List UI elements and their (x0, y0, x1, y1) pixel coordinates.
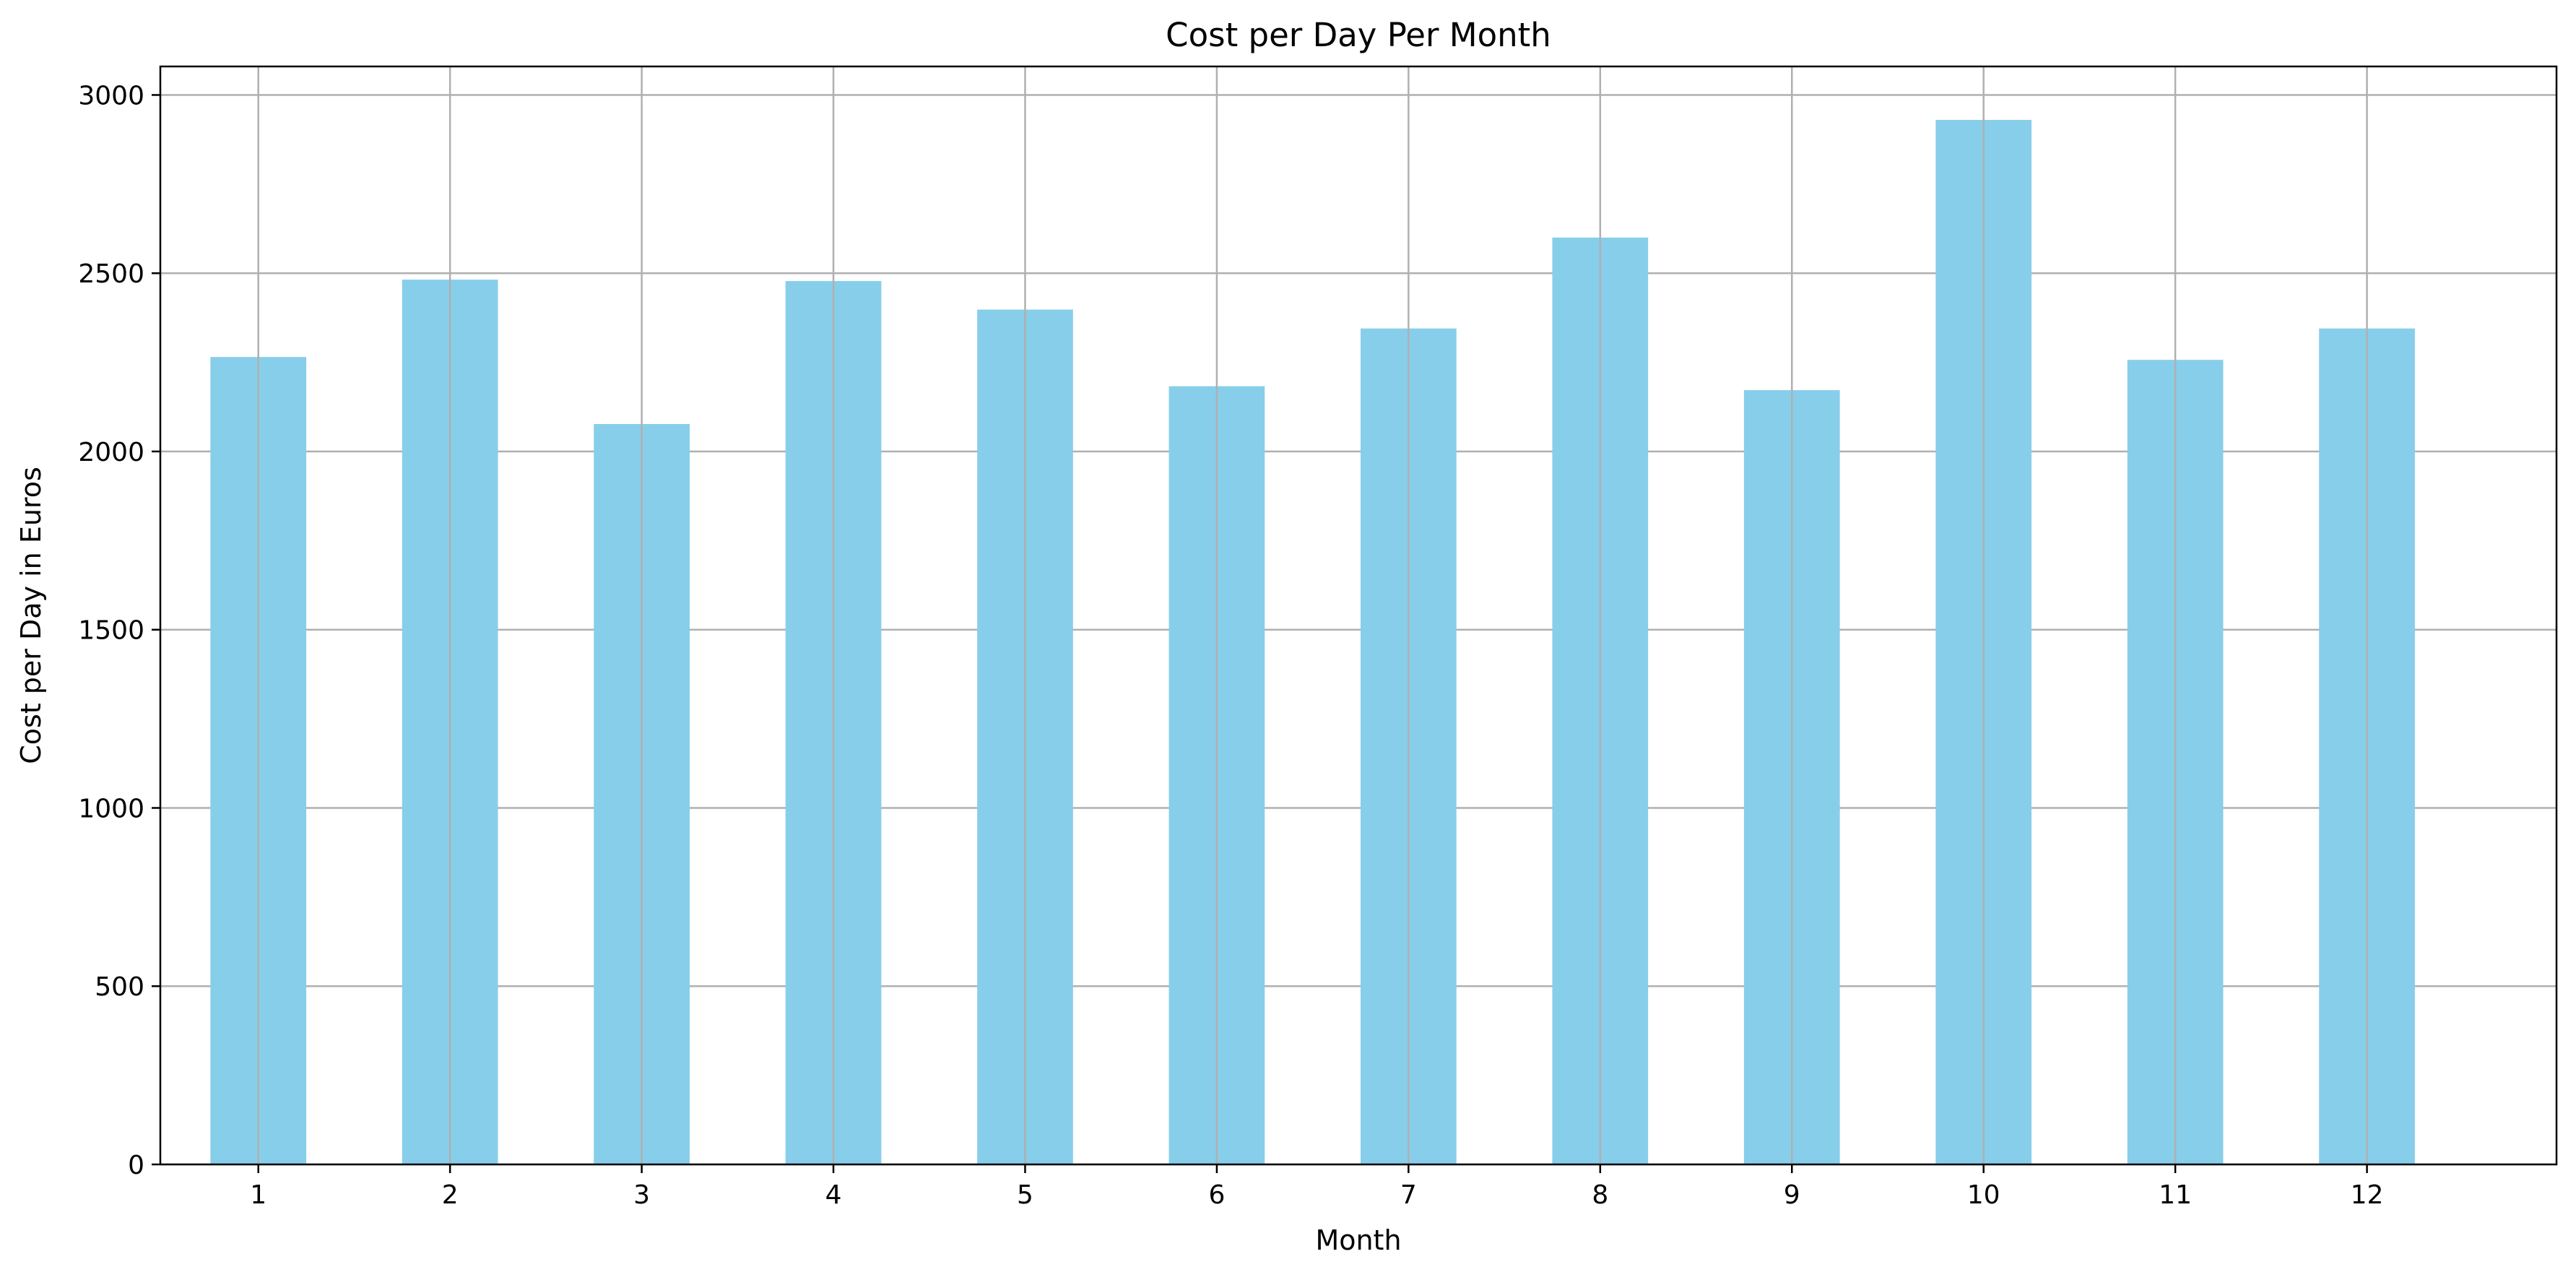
x-tick-label: 9 (1784, 1180, 1800, 1210)
y-ticks-layer: 0 500 1000 1500 2000 2500 3000 (78, 81, 160, 1180)
y-tick-label: 3000 (78, 81, 144, 111)
plot-frame (159, 65, 2558, 1166)
grid-layer (160, 94, 2557, 1166)
y-tick-label: 0 (128, 1151, 144, 1180)
vertical-grid-layer (257, 66, 2368, 1164)
x-tick-label: 6 (1208, 1180, 1225, 1210)
x-tick-label: 3 (633, 1180, 650, 1210)
y-tick-label: 1000 (78, 794, 144, 823)
x-tick-label: 8 (1592, 1180, 1608, 1210)
y-tick-label: 2500 (78, 259, 144, 289)
x-tick-label: 5 (1017, 1180, 1033, 1210)
x-ticks-layer: 1 2 3 4 5 6 7 8 9 10 11 12 (250, 1164, 2383, 1210)
x-axis-label: Month (1315, 1224, 1401, 1256)
bars-layer (210, 120, 2415, 1165)
y-axis-label: Cost per Day in Euros (15, 467, 47, 764)
x-tick-label: 4 (825, 1180, 842, 1210)
x-tick-label: 10 (1967, 1180, 2000, 1210)
y-tick-label: 500 (95, 972, 144, 1002)
x-tick-label: 11 (2159, 1180, 2192, 1210)
y-tick-label: 1500 (78, 616, 144, 646)
y-tick-label: 2000 (78, 438, 144, 467)
chart-title: Cost per Day Per Month (1166, 16, 1551, 54)
x-tick-label: 12 (2351, 1180, 2384, 1210)
x-tick-label: 2 (442, 1180, 459, 1210)
x-tick-label: 1 (250, 1180, 266, 1210)
x-tick-label: 7 (1400, 1180, 1417, 1210)
